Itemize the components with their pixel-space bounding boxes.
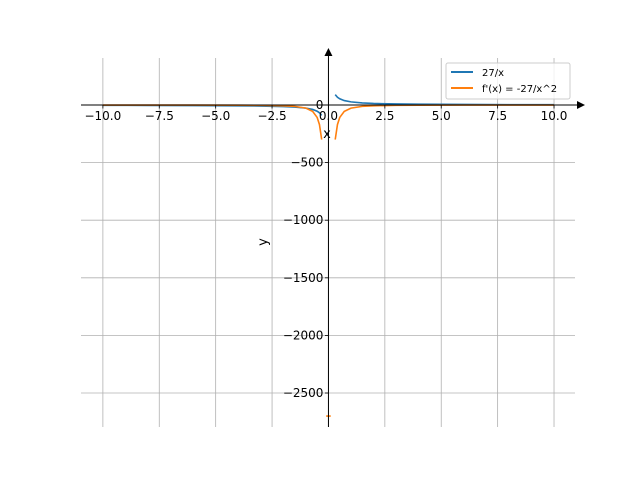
x-axis-arrow xyxy=(577,101,585,110)
y-axis-label: y xyxy=(256,238,271,246)
x-tick-label: −7.5 xyxy=(145,109,174,123)
y-tick-label: −500 xyxy=(290,156,323,170)
legend-label-0: 27/x xyxy=(482,68,504,79)
x-tick-label: 2.5 xyxy=(375,109,394,123)
ticks: −10.0 −7.5 −5.0 −2.5 0.0 2.5 5.0 7.5 10.0 0 −500 −1… xyxy=(84,98,567,400)
x-tick-label: 5.0 xyxy=(432,109,451,123)
y-tick-label: −2500 xyxy=(283,386,324,400)
x-tick-label: 10.0 xyxy=(541,109,568,123)
axes xyxy=(81,48,585,427)
y-tick-label: −1000 xyxy=(283,213,324,227)
legend: 27/x f'(x) = -27/x^2 xyxy=(445,62,571,100)
y-axis-arrow xyxy=(324,48,333,56)
x-tick-label: −10.0 xyxy=(84,109,121,123)
y-tick-label: −1500 xyxy=(283,271,324,285)
x-tick-label: 0.0 xyxy=(319,109,338,123)
x-tick-label: −5.0 xyxy=(201,109,230,123)
x-axis-label: x xyxy=(323,127,331,142)
x-tick-label: −2.5 xyxy=(257,109,286,123)
y-tick-label: −2000 xyxy=(283,328,324,342)
y-tick-label: 0 xyxy=(316,98,324,112)
legend-label-1: f'(x) = -27/x^2 xyxy=(482,84,557,95)
x-tick-label: 7.5 xyxy=(488,109,507,123)
legend-frame xyxy=(445,62,571,100)
